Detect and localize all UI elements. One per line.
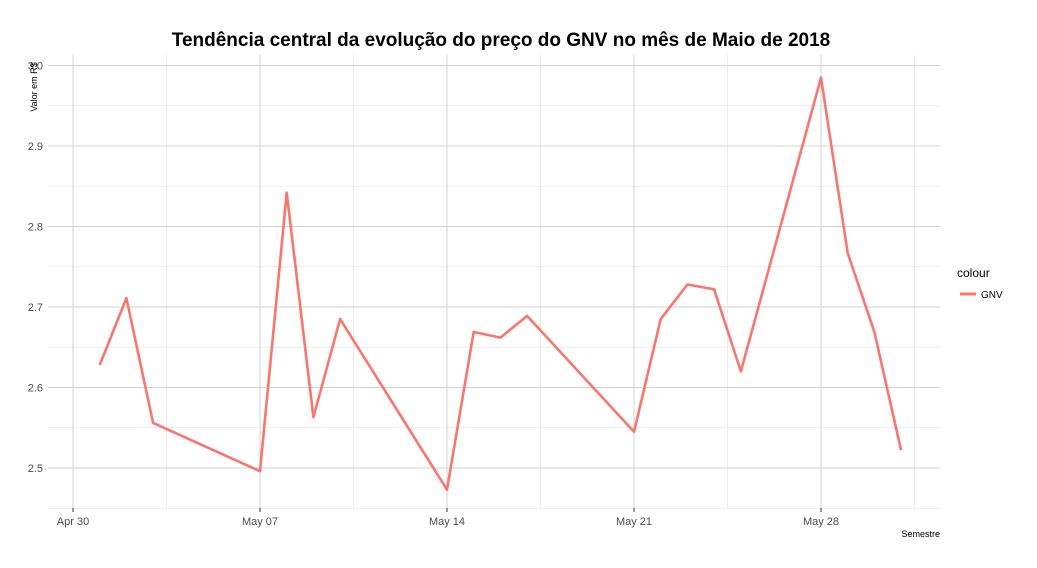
x-tick-label: May 07 bbox=[242, 516, 278, 528]
x-tick-label: Apr 30 bbox=[57, 516, 89, 528]
y-tick-label: 2.7 bbox=[28, 302, 43, 314]
x-tick-label: May 14 bbox=[429, 516, 465, 528]
y-tick-label: 2.5 bbox=[28, 463, 43, 475]
y-tick-label: 2.8 bbox=[28, 222, 43, 234]
y-tick-label: 2.6 bbox=[28, 383, 43, 395]
y-tick-label: 2.9 bbox=[28, 141, 43, 153]
grid bbox=[48, 55, 940, 509]
x-axis-title: Semestre bbox=[901, 529, 940, 539]
series-layer bbox=[98, 76, 903, 491]
axis-ticks: 2.5 2.6 2.7 2.8 2.9 3.0 Apr 30 May 07 May 14 May … bbox=[28, 61, 839, 529]
x-tick-label: May 21 bbox=[616, 516, 652, 528]
legend: colour GNV bbox=[957, 266, 1003, 301]
series-line-gnv bbox=[98, 76, 903, 491]
x-tick-label: May 28 bbox=[803, 516, 839, 528]
y-tick-label: 3.0 bbox=[28, 61, 43, 73]
legend-title: colour bbox=[957, 266, 990, 280]
y-axis-title: Valor em R$ bbox=[29, 62, 39, 111]
legend-label-gnv: GNV bbox=[981, 290, 1003, 301]
chart-title: Tendência central da evolução do preço d… bbox=[172, 30, 831, 51]
